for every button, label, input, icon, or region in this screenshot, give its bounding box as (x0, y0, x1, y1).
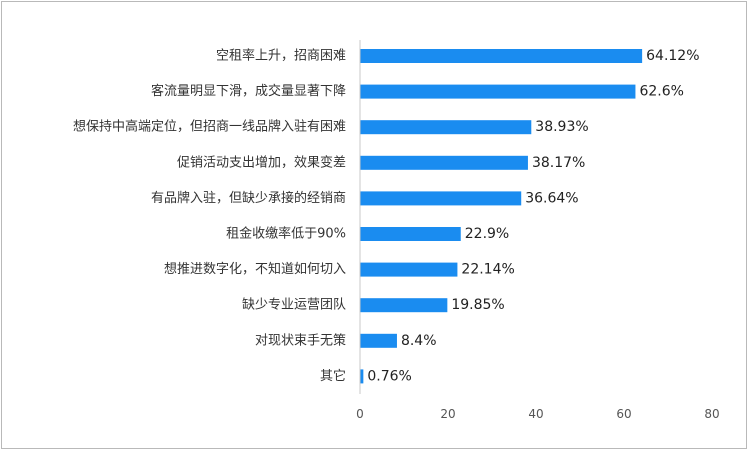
bar-2 (360, 120, 532, 135)
value-label-2: 38.93% (535, 119, 588, 135)
value-label-3: 38.17% (532, 155, 585, 171)
bar-0 (360, 49, 643, 63)
bar-8 (360, 333, 397, 348)
x-tick-label-1: 20 (440, 407, 455, 421)
bar-9 (360, 369, 364, 384)
value-label-6: 22.14% (461, 262, 514, 278)
bar-1 (360, 84, 636, 99)
x-tick-label-0: 0 (356, 407, 364, 421)
category-label-6: 想推进数字化，不知道如何切入 (164, 261, 346, 277)
value-label-8: 8.4% (401, 333, 437, 349)
category-label-8: 对现状束手无策 (255, 332, 346, 348)
bar-6 (360, 262, 458, 277)
bar-3 (360, 155, 528, 170)
category-label-0: 空租率上升，招商困难 (216, 48, 346, 64)
x-tick-label-2: 40 (528, 407, 543, 421)
value-label-1: 62.6% (639, 84, 683, 100)
value-label-5: 22.9% (465, 226, 509, 242)
value-label-0: 64.12% (646, 48, 699, 64)
category-label-4: 有品牌入驻，但缺少承接的经销商 (151, 190, 346, 206)
category-label-2: 想保持中高端定位，但招商一线品牌入驻有困难 (73, 119, 346, 135)
category-label-1: 客流量明显下滑，成交量显著下降 (151, 83, 346, 99)
value-label-7: 19.85% (451, 297, 504, 313)
category-label-3: 促销活动支出增加，效果变差 (177, 154, 346, 170)
bar-7 (360, 298, 448, 313)
category-label-7: 缺少专业运营团队 (242, 298, 346, 313)
value-label-4: 36.64% (525, 190, 578, 206)
bar-5 (360, 227, 461, 241)
category-label-9: 其它 (320, 368, 346, 384)
x-tick-label-3: 60 (616, 407, 631, 421)
x-tick-label-4: 80 (704, 407, 719, 421)
value-label-9: 0.76% (367, 368, 411, 384)
bar-4 (360, 191, 522, 206)
category-label-5: 租金收缴率低于90% (226, 226, 346, 242)
